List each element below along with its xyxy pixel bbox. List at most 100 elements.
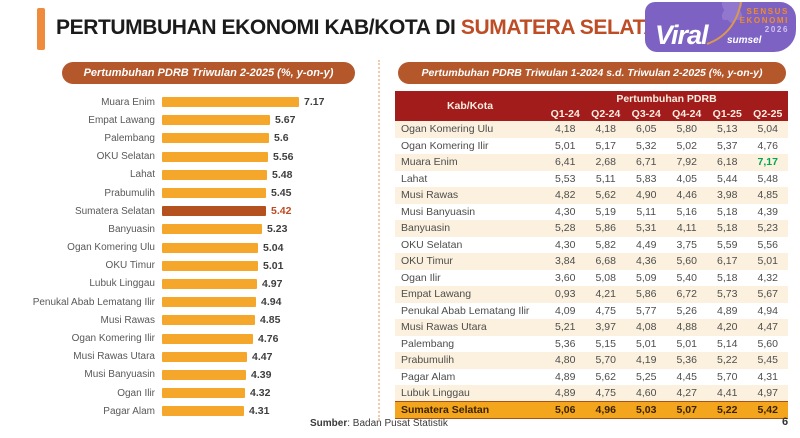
table-cell-value: 5,01 bbox=[636, 337, 657, 350]
table-cell-value: 5,86 bbox=[595, 222, 616, 235]
table-cell-value: 5,17 bbox=[595, 139, 616, 152]
chart-bar-row: Penukal Abab Lematang Ilir 4.94 bbox=[30, 293, 375, 311]
viral-sumsel-logo: Viral sumsel SENSUS EKONOMI 2026 bbox=[645, 2, 796, 52]
table-cell-value: 5,83 bbox=[636, 172, 657, 185]
chart-bar-value: 4.94 bbox=[261, 296, 282, 309]
table-header: Kab/Kota Pertumbuhan PDRB Q1-24 Q2-24 Q3… bbox=[395, 91, 788, 121]
table-cell-value: 5,28 bbox=[555, 222, 576, 235]
chart-bar-row: Musi Banyuasin 4.39 bbox=[30, 366, 375, 384]
table-row: Penukal Abab Lematang Ilir 4,09 4,75 5,77 5,… bbox=[395, 302, 788, 319]
chart-bar-row: OKU Selatan 5.56 bbox=[30, 148, 375, 166]
table-cell-name: Lubuk Linggau bbox=[401, 387, 470, 399]
table-cell-name: Ogan Komering Ulu bbox=[401, 123, 494, 136]
table-cell-name: Pagar Alam bbox=[401, 370, 456, 383]
table-cell-value: 4,82 bbox=[555, 189, 576, 202]
table-cell-value: 4,49 bbox=[636, 238, 657, 251]
table-cell-value: 5,21 bbox=[555, 321, 576, 334]
table-cell-value: 5,07 bbox=[676, 403, 697, 416]
bar-chart: Muara Enim 7.17 Empat Lawang 5.67 Palembang 5… bbox=[30, 93, 375, 420]
chart-bar-row: Ogan Komering Ulu 5.04 bbox=[30, 239, 375, 257]
chart-bar bbox=[162, 242, 258, 253]
table-body: Ogan Komering Ulu 4,18 4,18 6,05 5,80 5,13 5,0… bbox=[395, 121, 788, 418]
table-cell-value: 4,32 bbox=[757, 271, 778, 284]
table-cell-name: Musi Rawas Utara bbox=[401, 321, 487, 334]
chart-bar-track: 5.04 bbox=[162, 242, 283, 254]
col-header-q3-24: Q3-24 bbox=[626, 106, 667, 121]
table-cell-value: 5,42 bbox=[757, 403, 778, 416]
chart-bar-label: Lubuk Linggau bbox=[89, 278, 155, 290]
table-cell-name: Empat Lawang bbox=[401, 288, 472, 301]
chart-bar-track: 5.67 bbox=[162, 114, 295, 126]
table-cell-value: 5,25 bbox=[636, 370, 657, 383]
chart-bar-track: 4.47 bbox=[162, 351, 272, 363]
table-cell-value: 5,11 bbox=[636, 205, 657, 218]
chart-bar-track: 5.48 bbox=[162, 169, 292, 181]
chart-bar-row: Muara Enim 7.17 bbox=[30, 93, 375, 111]
col-header-q2-24: Q2-24 bbox=[585, 106, 626, 121]
table-cell-value: 5,32 bbox=[636, 139, 657, 152]
chart-bar-value: 7.17 bbox=[304, 96, 325, 109]
chart-title-pill: Pertumbuhan PDRB Triwulan 2-2025 (%, y-o… bbox=[62, 62, 355, 84]
chart-bar bbox=[162, 151, 268, 162]
chart-bar-value: 5.45 bbox=[271, 187, 292, 200]
chart-bar bbox=[162, 224, 262, 235]
col-group-header: Pertumbuhan PDRB bbox=[545, 91, 788, 106]
table-cell-value: 6,68 bbox=[595, 255, 616, 268]
chart-bar bbox=[162, 406, 244, 417]
table-cell-value: 4,31 bbox=[757, 370, 778, 383]
table-cell-value: 5,53 bbox=[555, 172, 576, 185]
table-cell-value: 4,47 bbox=[757, 321, 778, 334]
table-cell-value: 4,46 bbox=[676, 189, 697, 202]
chart-bar-value: 5.04 bbox=[263, 241, 284, 254]
table-cell-value: 5,06 bbox=[555, 403, 576, 416]
chart-bar-row: Banyuasin 5.23 bbox=[30, 220, 375, 238]
chart-bar-value: 4.31 bbox=[249, 405, 270, 418]
chart-bar-value: 4.85 bbox=[260, 314, 281, 327]
chart-bar-value: 4.76 bbox=[258, 332, 279, 345]
table-row: Ogan Ilir 3,60 5,08 5,09 5,40 5,18 4,32 bbox=[395, 269, 788, 286]
table-cell-value: 5,13 bbox=[717, 123, 738, 136]
table-cell-name: OKU Timur bbox=[401, 255, 453, 268]
table-cell-value: 7,92 bbox=[676, 156, 697, 169]
table-cell-name: Musi Rawas bbox=[401, 189, 459, 202]
chart-bar-track: 4.94 bbox=[162, 296, 281, 308]
table-row: Muara Enim 6,41 2,68 6,71 7,92 6,18 7,17 bbox=[395, 154, 788, 171]
chart-bar-label: Penukal Abab Lematang Ilir bbox=[32, 296, 155, 308]
badge-line2: EKONOMI bbox=[739, 16, 789, 26]
chart-bar-label: Sumatera Selatan bbox=[74, 205, 155, 217]
table-row: OKU Selatan 4,30 5,82 4,49 3,75 5,59 5,56 bbox=[395, 236, 788, 253]
chart-bar-label: Ogan Komering Ilir bbox=[71, 333, 155, 345]
chart-bar-track: 5.01 bbox=[162, 260, 283, 272]
table-cell-value: 4,96 bbox=[595, 403, 616, 416]
table-cell-value: 5,23 bbox=[757, 222, 778, 235]
panel-divider bbox=[378, 60, 380, 420]
chart-bar-track: 5.56 bbox=[162, 151, 293, 163]
pdrb-table-wrap: Kab/Kota Pertumbuhan PDRB Q1-24 Q2-24 Q3… bbox=[395, 91, 788, 419]
col-header-q4-24: Q4-24 bbox=[666, 106, 707, 121]
table-cell-value: 4,90 bbox=[636, 189, 657, 202]
table-cell-value: 5,14 bbox=[717, 337, 738, 350]
table-cell-value: 4,18 bbox=[555, 123, 576, 136]
chart-bar-track: 4.31 bbox=[162, 405, 269, 417]
table-cell-value: 4,30 bbox=[555, 205, 576, 218]
chart-bar-row: Ogan Komering Ilir 4.76 bbox=[30, 329, 375, 347]
table-cell-value: 5,01 bbox=[555, 139, 576, 152]
table-cell-value: 5,26 bbox=[676, 304, 697, 317]
logo-brand-text: Viral bbox=[655, 20, 709, 50]
chart-bar bbox=[162, 333, 253, 344]
chart-bar bbox=[162, 315, 255, 326]
table-cell-value: 5,19 bbox=[595, 205, 616, 218]
chart-bar bbox=[162, 169, 267, 180]
chart-bar-track: 4.39 bbox=[162, 369, 271, 381]
chart-bar-label: OKU Selatan bbox=[96, 151, 155, 163]
table-cell-value: 6,17 bbox=[717, 255, 738, 268]
table-cell-value: 5,62 bbox=[595, 189, 616, 202]
chart-bar-value: 5.01 bbox=[263, 259, 284, 272]
chart-bar bbox=[162, 115, 270, 126]
table-cell-value: 6,72 bbox=[676, 288, 697, 301]
chart-bar-row: Prabumulih 5.45 bbox=[30, 184, 375, 202]
chart-bar bbox=[162, 133, 269, 144]
table-cell-value: 5,70 bbox=[717, 370, 738, 383]
chart-bar bbox=[162, 297, 256, 308]
chart-bar-label: Musi Banyuasin bbox=[84, 369, 155, 381]
